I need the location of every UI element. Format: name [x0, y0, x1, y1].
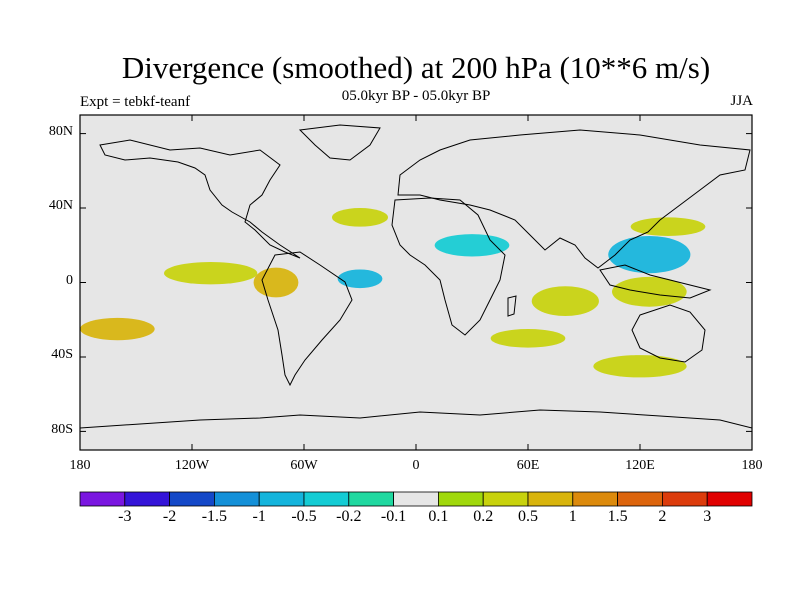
- field-region-east-asia: [630, 217, 706, 236]
- field-region-eastern-pacific: [164, 262, 258, 285]
- colorbar-box: [348, 491, 394, 507]
- coastlines: [80, 124, 752, 429]
- colorbar-box: [79, 491, 126, 507]
- chart-title: Divergence (smoothed) at 200 hPa (10**6 …: [121, 50, 711, 85]
- colorbar-label: 1.5: [607, 508, 628, 525]
- colorbar-label: -1: [252, 508, 266, 525]
- colorbar-box: [303, 491, 350, 507]
- coast-africa: [391, 197, 506, 336]
- colorbar-box: [662, 491, 708, 507]
- colorbar-box: [258, 491, 305, 507]
- colorbar-label: -3: [118, 508, 132, 525]
- coast-madagascar: [507, 295, 517, 317]
- colorbar-label: 0.1: [428, 508, 449, 525]
- field-region-south-pacific: [80, 317, 155, 341]
- colorbar-box: [437, 491, 484, 507]
- colorbar: [79, 491, 753, 507]
- x-tick-label: 0: [412, 458, 420, 473]
- x-tick-label: 180: [741, 458, 763, 473]
- field-region-north-africa: [434, 234, 510, 257]
- field-region-west-pacific-tropics: [608, 235, 691, 274]
- field-region-southern-indian-ocean: [490, 329, 566, 348]
- field-region-north-atlantic: [332, 208, 388, 227]
- colorbar-label: -0.1: [380, 508, 407, 525]
- x-tick-label: 120W: [174, 458, 210, 473]
- y-tick-label: 80N: [48, 124, 73, 139]
- field-region-central-indian-ocean: [531, 286, 599, 316]
- field-region-southern-ocean: [593, 355, 687, 378]
- coast-eurasia: [397, 129, 751, 269]
- experiment-label: Expt = tebkf-teanf: [80, 94, 191, 110]
- colorbar-box: [482, 491, 529, 507]
- y-tick-label: 40N: [48, 198, 73, 213]
- colorbar-label: -0.5: [291, 508, 317, 525]
- coast-north-america: [99, 139, 301, 259]
- colorbar-box: [393, 491, 439, 507]
- colorbar-label: 2: [658, 508, 667, 525]
- colorbar-box: [706, 491, 753, 507]
- axis-ticks: [80, 115, 752, 450]
- colorbar-box: [527, 491, 574, 507]
- y-tick-label: 0: [66, 273, 73, 288]
- x-tick-label: 60W: [290, 458, 318, 473]
- coast-antarctica: [80, 409, 752, 429]
- colorbar-label: 3: [703, 508, 712, 525]
- y-tick-label: 40S: [51, 347, 73, 362]
- coast-south-america: [261, 251, 353, 387]
- colorbar-box: [213, 491, 260, 507]
- field-region-equatorial-atlantic: [337, 269, 383, 289]
- coast-greenland: [298, 124, 381, 161]
- x-tick-label: 60E: [516, 458, 540, 473]
- coast-australia: [631, 304, 706, 363]
- coast-maritime-continent: [599, 264, 712, 299]
- y-tick-label: 80S: [51, 422, 73, 437]
- colorbar-box: [572, 491, 618, 507]
- colorbar-label: -0.2: [336, 508, 362, 525]
- colorbar-box: [124, 491, 171, 507]
- colorbar-label: 0.2: [473, 508, 494, 525]
- field-region-south-america-core: [253, 267, 299, 298]
- x-tick-label: 180: [69, 458, 91, 473]
- colorbar-label: 0.5: [518, 508, 538, 525]
- colorbar-box: [169, 491, 215, 507]
- x-tick-label: 120E: [625, 458, 655, 473]
- colorbar-label: 1: [568, 508, 577, 525]
- colorbar-box: [617, 491, 663, 507]
- colorbar-label: -1.5: [201, 508, 228, 525]
- period-label: 05.0kyr BP - 05.0kyr BP: [341, 88, 491, 104]
- season-label: JJA: [730, 93, 753, 109]
- field-region-indonesia: [612, 276, 687, 307]
- colorbar-label: -2: [162, 508, 177, 525]
